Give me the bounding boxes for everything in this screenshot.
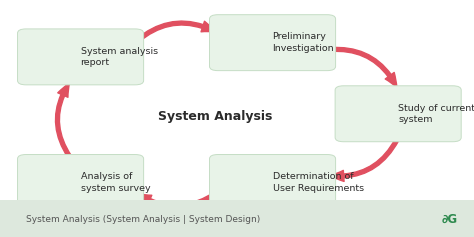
FancyArrowPatch shape: [136, 21, 216, 42]
FancyArrowPatch shape: [330, 139, 399, 182]
FancyBboxPatch shape: [210, 15, 336, 71]
Text: ∂G: ∂G: [441, 213, 457, 226]
Text: System Analysis (System Analysis | System Design): System Analysis (System Analysis | Syste…: [26, 215, 260, 224]
Text: System analysis
report: System analysis report: [81, 47, 158, 67]
FancyArrowPatch shape: [330, 47, 397, 87]
Text: Study of current
system: Study of current system: [398, 104, 474, 124]
FancyBboxPatch shape: [0, 200, 474, 237]
FancyBboxPatch shape: [210, 155, 336, 210]
Text: System Analysis: System Analysis: [158, 110, 273, 123]
Text: Determination of
User Requirements: Determination of User Requirements: [273, 172, 364, 193]
Text: Analysis of
system survey: Analysis of system survey: [81, 172, 150, 193]
FancyBboxPatch shape: [335, 86, 461, 142]
FancyArrowPatch shape: [137, 192, 217, 209]
FancyArrowPatch shape: [55, 83, 71, 158]
Text: Preliminary
Investigation: Preliminary Investigation: [273, 32, 334, 53]
FancyBboxPatch shape: [18, 29, 144, 85]
FancyBboxPatch shape: [18, 155, 144, 210]
